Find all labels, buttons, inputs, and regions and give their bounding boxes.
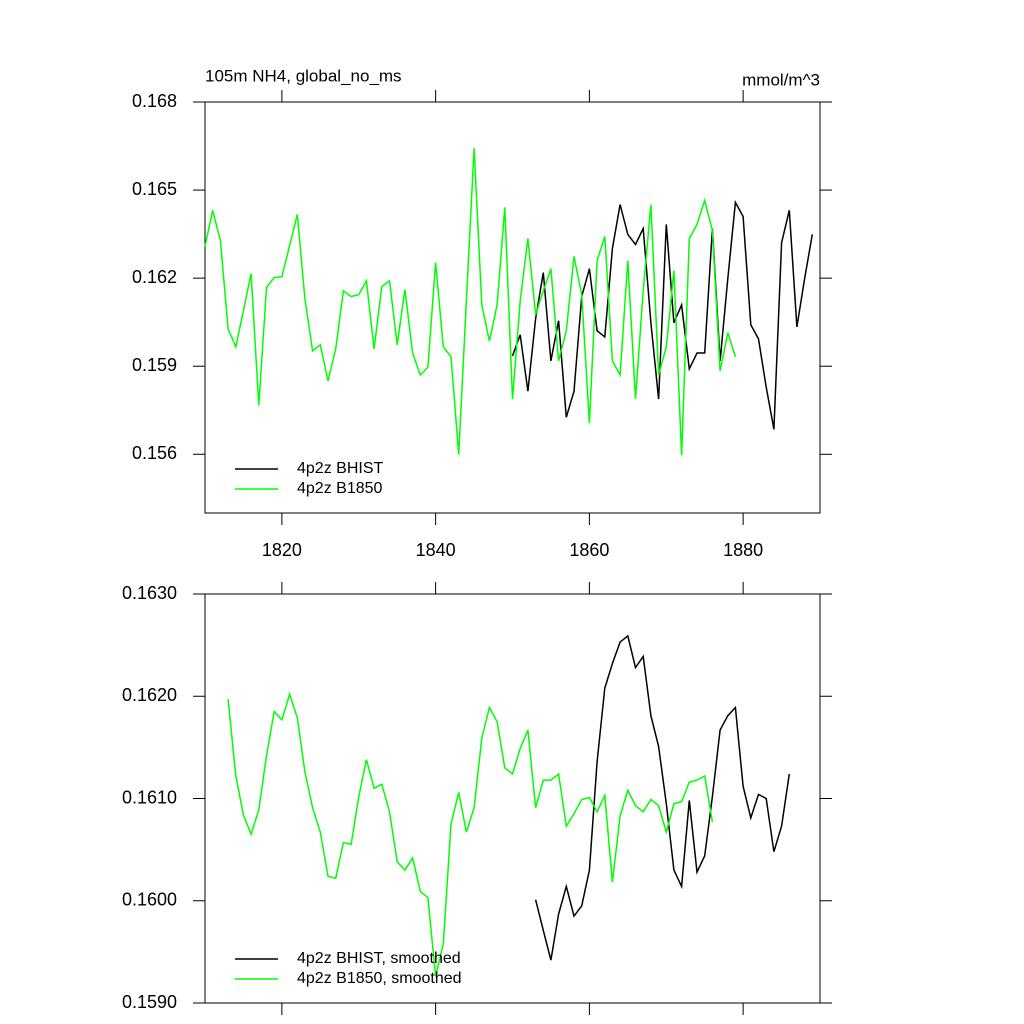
x-tick-label: 1880 [723, 540, 763, 560]
y-tick-label: 0.1620 [122, 685, 177, 705]
units-label: mmol/m^3 [742, 70, 820, 89]
x-tick-label: 1860 [569, 540, 609, 560]
plot-frame [204, 101, 821, 514]
legend-label: 4p2z B1850, smoothed [297, 970, 462, 987]
series-line [534, 634, 791, 961]
y-tick-label: 0.162 [132, 267, 177, 287]
chart-title: 105m NH4, global_no_ms [205, 66, 402, 85]
series-line [204, 148, 737, 456]
y-tick-label: 0.1630 [122, 583, 177, 603]
y-tick-label: 0.1600 [122, 890, 177, 910]
legend-label: 4p2z B1850 [297, 480, 383, 497]
plot-frame [204, 593, 821, 1004]
y-tick-label: 0.1590 [122, 992, 177, 1012]
series-line [511, 199, 814, 430]
y-tick-label: 0.165 [132, 179, 177, 199]
x-tick-label: 1820 [262, 540, 302, 560]
legend-label: 4p2z BHIST [297, 460, 383, 477]
x-tick-label: 1840 [416, 540, 456, 560]
legend-label: 4p2z BHIST, smoothed [297, 950, 461, 967]
series-line [227, 691, 714, 977]
y-tick-label: 0.1610 [122, 787, 177, 807]
y-tick-label: 0.156 [132, 443, 177, 463]
y-tick-label: 0.168 [132, 91, 177, 111]
y-tick-label: 0.159 [132, 355, 177, 375]
